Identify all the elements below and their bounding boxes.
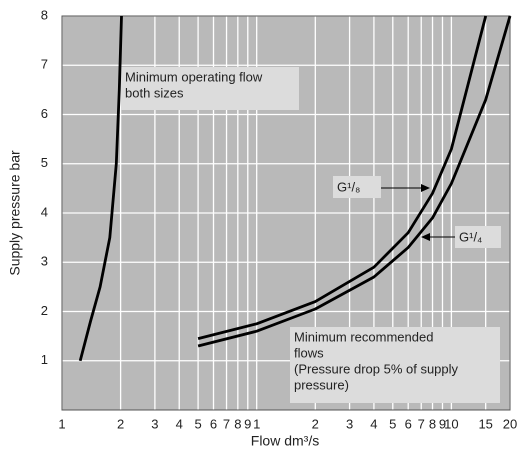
x-tick-label: 9 <box>244 416 251 431</box>
arrow-head <box>421 233 430 241</box>
y-tick-label: 7 <box>41 57 48 72</box>
y-tick-label: 3 <box>41 254 48 269</box>
x-tick-label: 7 <box>223 416 230 431</box>
y-tick-label: 1 <box>41 352 48 367</box>
annotation-text: Minimum recommended <box>294 329 433 344</box>
x-tick-label: 5 <box>194 416 201 431</box>
x-tick-label: 8 <box>234 416 241 431</box>
annotation-text: both sizes <box>125 85 184 100</box>
x-tick-label: 5 <box>389 416 396 431</box>
x-tick-label: 6 <box>210 416 217 431</box>
x-tick-label: 3 <box>151 416 158 431</box>
annotation-box <box>290 327 500 403</box>
x-axis-label: Flow dm³/s <box>251 433 319 449</box>
arrow-head <box>421 184 430 192</box>
x-tick-label: 20 <box>503 416 517 431</box>
x-tick-label: 15 <box>478 416 492 431</box>
label-box <box>455 226 501 248</box>
series-label: G¹/₄ <box>459 229 482 244</box>
series-label: G¹/₈ <box>337 179 360 194</box>
annotation-text: (Pressure drop 5% of supply <box>294 361 459 376</box>
label-box <box>333 176 381 198</box>
x-tick-label: 8 <box>429 416 436 431</box>
x-tick-label: 2 <box>312 416 319 431</box>
y-tick-label: 5 <box>41 155 48 170</box>
x-tick-label: 10 <box>444 416 458 431</box>
y-tick-label: 8 <box>41 7 48 22</box>
line <box>78 15 123 362</box>
x-tick-label: 9 <box>439 416 446 431</box>
line <box>197 15 488 340</box>
line <box>197 15 512 348</box>
y-tick-label: 4 <box>41 204 48 219</box>
x-tick-label: 4 <box>370 416 377 431</box>
y-tick-label: 6 <box>41 106 48 121</box>
x-tick-label: 3 <box>346 416 353 431</box>
annotation-text: Minimum operating flow <box>125 69 263 84</box>
x-tick-label: 1 <box>58 416 65 431</box>
x-tick-label: 7 <box>418 416 425 431</box>
annotation-text: flows <box>294 345 324 360</box>
x-tick-label: 4 <box>176 416 183 431</box>
annotation-box <box>121 67 299 110</box>
y-tick-label: 2 <box>41 303 48 318</box>
x-tick-label: 2 <box>117 416 124 431</box>
x-tick-label: 6 <box>405 416 412 431</box>
annotation-text: pressure) <box>294 377 349 392</box>
x-tick-label: 1 <box>253 416 260 431</box>
plot-frame <box>61 15 511 411</box>
y-axis-label: Supply pressure bar <box>7 150 23 276</box>
